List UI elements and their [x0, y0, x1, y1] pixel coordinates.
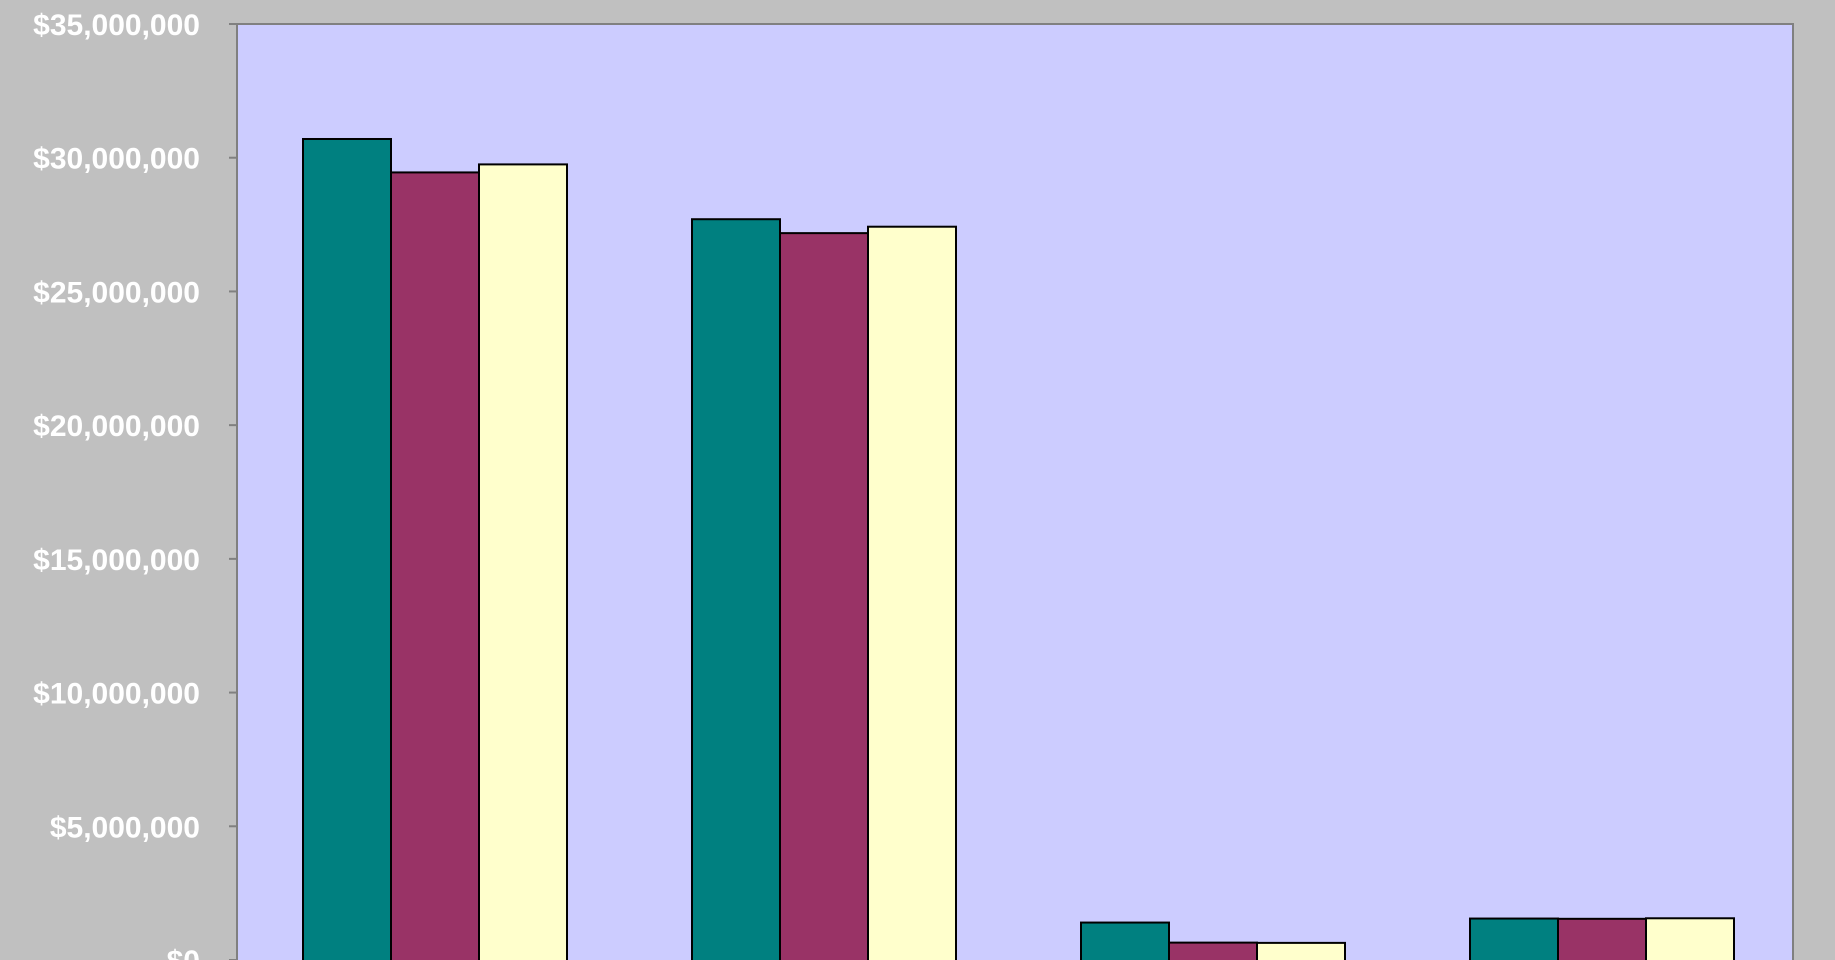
y-tick-label: $35,000,000 [33, 9, 200, 42]
bar-group-1-series-2 [390, 171, 480, 960]
y-tick-label: $5,000,000 [50, 811, 200, 844]
bar-group-3-series-2 [1168, 941, 1258, 960]
bar-group-2-series-3 [867, 225, 957, 960]
bar-group-4-series-2 [1557, 917, 1647, 960]
bar-group-2-series-2 [779, 232, 869, 960]
y-tick-label: $10,000,000 [33, 678, 200, 711]
y-tick-label: $15,000,000 [33, 544, 200, 577]
bar-group-4-series-1 [1469, 917, 1559, 960]
bar-group-1-series-3 [478, 163, 568, 960]
y-tick-label: $30,000,000 [33, 143, 200, 176]
y-tick-label: $0 [167, 945, 200, 960]
bar-group-4-series-3 [1645, 917, 1735, 960]
y-axis: $0 $5,000,000 $10,000,000 $15,000,000 $20,00… [33, 9, 238, 960]
bar-group-3-series-3 [1256, 941, 1346, 960]
bar-group-2-series-1 [691, 218, 781, 960]
bars-group [302, 137, 1735, 960]
bar-group-1-series-1 [302, 137, 392, 960]
bar-group-3-series-1 [1080, 921, 1170, 960]
y-tick-label: $20,000,000 [33, 410, 200, 443]
y-tick-label: $25,000,000 [33, 276, 200, 309]
